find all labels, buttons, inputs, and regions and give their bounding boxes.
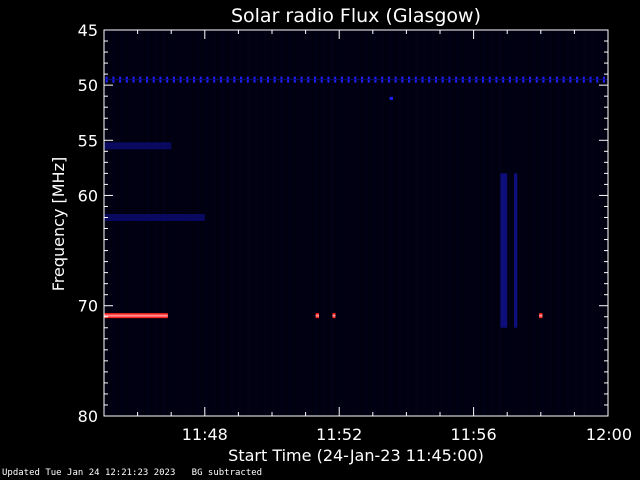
emission-spike bbox=[389, 96, 393, 100]
y-tick-label: 45 bbox=[78, 21, 98, 40]
texture-stripe bbox=[364, 30, 368, 416]
y-tick-label: 80 bbox=[78, 407, 98, 426]
texture-stripe bbox=[524, 30, 527, 416]
y-tick-label: 70 bbox=[78, 297, 98, 316]
texture-stripe bbox=[288, 30, 292, 416]
emission-core bbox=[539, 314, 543, 317]
texture-stripe bbox=[330, 30, 334, 416]
texture-stripe bbox=[440, 30, 443, 416]
texture-stripe bbox=[146, 30, 149, 416]
weak-band bbox=[104, 213, 205, 221]
texture-stripe bbox=[263, 30, 267, 416]
texture-stripe bbox=[389, 30, 393, 416]
texture-stripe bbox=[473, 30, 477, 416]
texture-stripe bbox=[112, 30, 116, 416]
plot-frame bbox=[103, 29, 609, 417]
x-tick-label: 11:52 bbox=[316, 425, 362, 444]
texture-stripe bbox=[540, 30, 544, 416]
texture-stripe bbox=[339, 30, 343, 416]
x-tick-label: 11:48 bbox=[182, 425, 228, 444]
texture-stripe bbox=[347, 30, 351, 416]
footer-status: Updated Tue Jan 24 12:21:23 2023 BG subt… bbox=[2, 468, 262, 479]
texture-stripe bbox=[196, 30, 200, 416]
heatmap-area bbox=[104, 30, 608, 416]
texture-stripe bbox=[456, 30, 460, 416]
texture-stripe bbox=[204, 30, 208, 416]
footer-bg-note: BG subtracted bbox=[191, 468, 263, 478]
y-tick-label: 50 bbox=[78, 76, 98, 95]
texture-stripe bbox=[515, 30, 519, 416]
texture-stripe bbox=[431, 30, 435, 416]
texture-stripe bbox=[465, 30, 469, 416]
x-tick-label: 11:56 bbox=[451, 425, 497, 444]
texture-stripe bbox=[280, 30, 284, 416]
texture-stripe bbox=[490, 30, 494, 416]
texture-stripe bbox=[356, 30, 359, 416]
texture-stripe bbox=[591, 30, 595, 416]
interference-line bbox=[104, 79, 608, 81]
x-tick-label: 12:00 bbox=[586, 425, 632, 444]
texture-stripe bbox=[129, 30, 133, 416]
texture-stripe bbox=[246, 30, 250, 416]
texture-stripe bbox=[104, 30, 107, 416]
texture-stripe bbox=[179, 30, 183, 416]
texture-stripe bbox=[213, 30, 217, 416]
texture-stripe bbox=[557, 30, 561, 416]
texture-stripe bbox=[120, 30, 124, 416]
texture-stripe bbox=[154, 30, 158, 416]
texture-stripe bbox=[532, 30, 536, 416]
texture-stripe bbox=[549, 30, 553, 416]
texture-stripe bbox=[406, 30, 410, 416]
texture-stripe bbox=[372, 30, 376, 416]
texture-stripe bbox=[381, 30, 385, 416]
texture-stripe bbox=[272, 30, 275, 416]
texture-stripe bbox=[305, 30, 309, 416]
texture-stripe bbox=[414, 30, 418, 416]
texture-stripe bbox=[398, 30, 401, 416]
footer-updated: Updated Tue Jan 24 12:21:23 2023 bbox=[2, 468, 176, 478]
texture-stripe bbox=[188, 30, 191, 416]
y-tick-label: 55 bbox=[78, 131, 98, 150]
x-axis-label: Start Time (24-Jan-23 11:45:00) bbox=[228, 446, 484, 465]
texture-stripe bbox=[507, 30, 511, 416]
texture-stripe bbox=[322, 30, 326, 416]
texture-stripe bbox=[582, 30, 586, 416]
texture-stripe bbox=[498, 30, 502, 416]
burst-streak bbox=[513, 173, 518, 328]
texture-stripe bbox=[255, 30, 259, 416]
chart-title: Solar radio Flux (Glasgow) bbox=[231, 5, 481, 27]
y-tick-label: 60 bbox=[78, 186, 98, 205]
emission-core bbox=[332, 314, 336, 317]
texture-stripe bbox=[448, 30, 452, 416]
texture-stripe bbox=[238, 30, 242, 416]
burst-streak bbox=[500, 173, 508, 328]
y-axis-label: Frequency [MHz] bbox=[49, 157, 68, 291]
weak-band bbox=[104, 142, 172, 150]
emission-core bbox=[315, 314, 320, 317]
texture-stripe bbox=[574, 30, 578, 416]
texture-stripe bbox=[423, 30, 427, 416]
texture-stripe bbox=[230, 30, 233, 416]
texture-stripe bbox=[171, 30, 175, 416]
texture-stripe bbox=[297, 30, 301, 416]
texture-stripe bbox=[162, 30, 166, 416]
texture-stripe bbox=[599, 30, 603, 416]
emission-core bbox=[104, 314, 168, 317]
texture-stripe bbox=[314, 30, 317, 416]
texture-stripe bbox=[137, 30, 141, 416]
texture-stripe bbox=[221, 30, 225, 416]
heatmap-background bbox=[104, 30, 608, 416]
texture-stripe bbox=[482, 30, 485, 416]
axes: 45 50 55 60 70 80 11:48 11:52 11:56 12:00 bbox=[78, 21, 632, 444]
texture-stripe bbox=[566, 30, 569, 416]
